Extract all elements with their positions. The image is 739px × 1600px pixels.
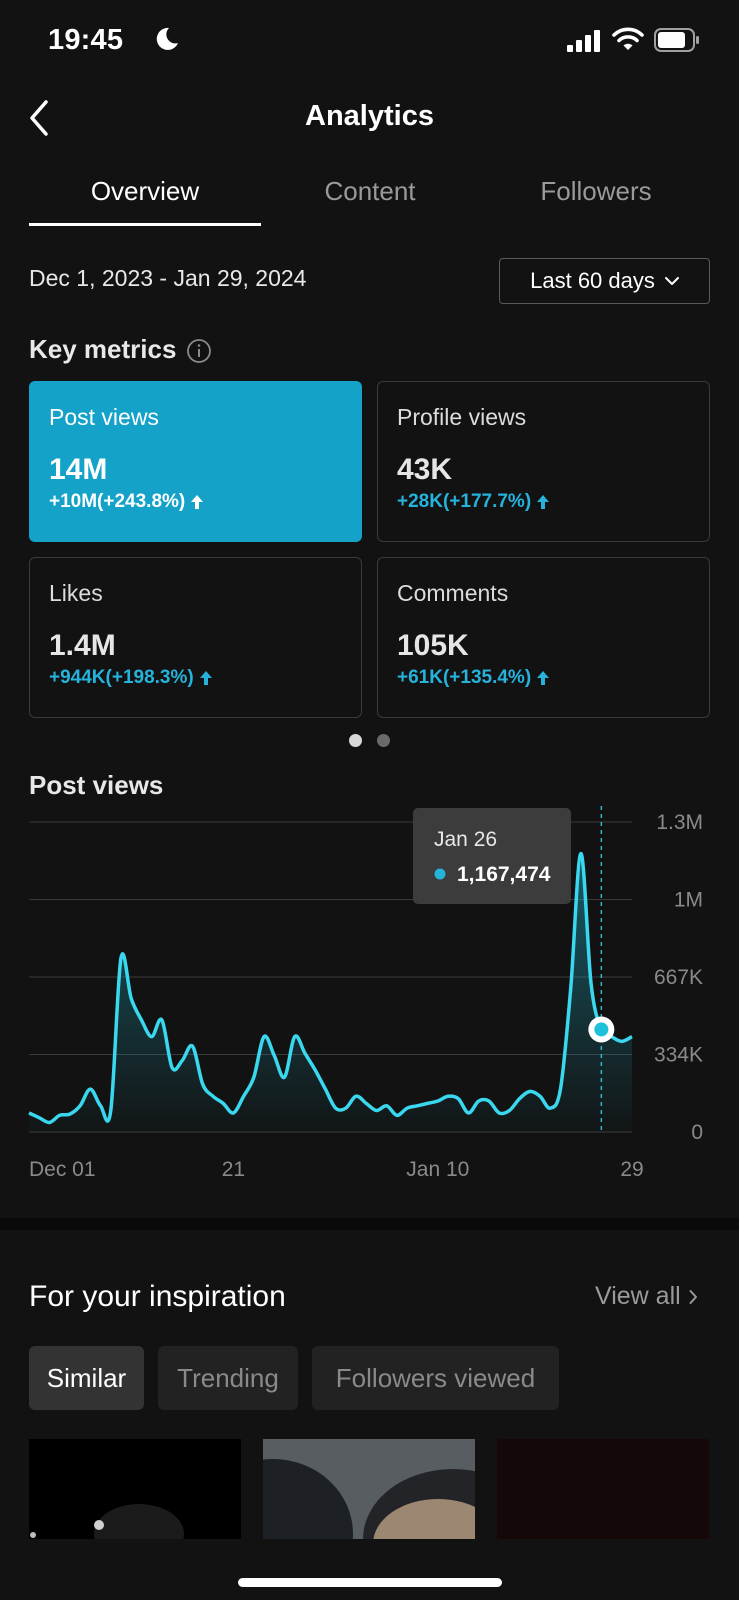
chevron-down-icon: [664, 277, 679, 285]
up-arrow-icon: [199, 671, 212, 685]
status-time: 19:45: [48, 24, 124, 56]
up-arrow-icon: [537, 495, 550, 509]
metric-value: 105K: [397, 629, 469, 662]
metric-label: Post views: [49, 404, 159, 430]
wifi-icon: [612, 27, 644, 50]
metric-delta: +944K(+198.3%): [49, 667, 342, 689]
pager-dot[interactable]: [377, 734, 390, 747]
metric-label: Comments: [397, 580, 509, 606]
y-tick-label: 1.3M: [656, 811, 703, 834]
metric-delta-text: +10M(+243.8%): [49, 491, 186, 512]
metric-delta: +28K(+177.7%): [397, 491, 690, 513]
y-tick-label: 0: [691, 1121, 703, 1144]
chip-similar[interactable]: Similar: [29, 1346, 144, 1410]
view-all-link[interactable]: View all: [595, 1282, 698, 1311]
x-tick-label: 29: [620, 1158, 643, 1181]
tab-content[interactable]: Content: [324, 176, 416, 206]
x-tick-label: Dec 01: [29, 1158, 96, 1181]
chip-followers-viewed[interactable]: Followers viewed: [312, 1346, 559, 1410]
back-icon[interactable]: [26, 98, 54, 138]
up-arrow-icon: [191, 495, 204, 509]
metric-delta-text: +944K(+198.3%): [49, 667, 194, 688]
date-range: Dec 1, 2023 - Jan 29, 2024: [29, 265, 307, 291]
tab-followers[interactable]: Followers: [540, 176, 652, 206]
metric-delta: +10M(+243.8%): [49, 491, 342, 513]
chart-title: Post views: [29, 770, 164, 800]
chevron-right-icon: [689, 1289, 697, 1304]
tooltip-box: [413, 808, 571, 904]
view-all-label: View all: [595, 1282, 681, 1310]
pager-dot-active[interactable]: [349, 734, 362, 747]
tab-overview[interactable]: Overview: [90, 176, 200, 206]
video-thumbnail[interactable]: [497, 1439, 709, 1539]
period-dropdown[interactable]: Last 60 days: [499, 258, 710, 304]
moon-icon: [156, 27, 178, 50]
metric-delta-text: +28K(+177.7%): [397, 491, 532, 512]
y-tick-label: 1M: [674, 889, 703, 912]
metric-value: 14M: [49, 453, 108, 486]
metric-label: Likes: [49, 580, 103, 606]
video-thumbnail[interactable]: [263, 1439, 475, 1539]
chip-trending[interactable]: Trending: [158, 1346, 298, 1410]
x-tick-label: 21: [222, 1158, 245, 1181]
metric-card-post-views[interactable]: Post views 14M +10M(+243.8%): [29, 381, 362, 542]
tooltip-date: Jan 26: [434, 828, 497, 851]
x-tick-label: Jan 10: [406, 1158, 469, 1181]
home-indicator[interactable]: [238, 1578, 502, 1587]
metric-label: Profile views: [397, 404, 527, 430]
key-metrics-title: Key metrics: [29, 334, 177, 364]
inspiration-title: For your inspiration: [29, 1280, 286, 1313]
battery-icon: [654, 28, 699, 52]
y-tick-label: 334K: [654, 1044, 703, 1067]
up-arrow-icon: [537, 671, 550, 685]
series-line: [28, 851, 633, 1125]
tab-underline: [29, 223, 261, 226]
series-area: [29, 853, 632, 1132]
tooltip-dot: [434, 868, 446, 880]
metric-delta-text: +61K(+135.4%): [397, 667, 532, 688]
thumbnail-image: [263, 1439, 475, 1539]
metric-card-likes[interactable]: Likes 1.4M +944K(+198.3%): [29, 557, 362, 718]
highlight-point-inner: [594, 1022, 609, 1037]
metric-card-comments[interactable]: Comments 105K +61K(+135.4%): [377, 557, 710, 718]
info-icon[interactable]: [186, 338, 212, 364]
section-divider: [0, 1218, 739, 1230]
metric-value: 43K: [397, 453, 453, 486]
post-views-chart[interactable]: 0 334K 667K 1M 1.3M Dec 01 21 Jan 10 29 Jan 26 1,1…: [0, 790, 739, 1190]
thumbnail-image: [30, 1504, 184, 1539]
period-label: Last 60 days: [530, 268, 655, 293]
metric-value: 1.4M: [49, 629, 116, 662]
tooltip-value: 1,167,474: [457, 863, 551, 886]
y-tick-label: 667K: [654, 966, 703, 989]
page-title: Analytics: [305, 100, 434, 132]
metric-card-profile-views[interactable]: Profile views 43K +28K(+177.7%): [377, 381, 710, 542]
metric-delta: +61K(+135.4%): [397, 667, 690, 689]
video-thumbnail[interactable]: [29, 1439, 241, 1539]
signal-icon: [567, 30, 600, 52]
